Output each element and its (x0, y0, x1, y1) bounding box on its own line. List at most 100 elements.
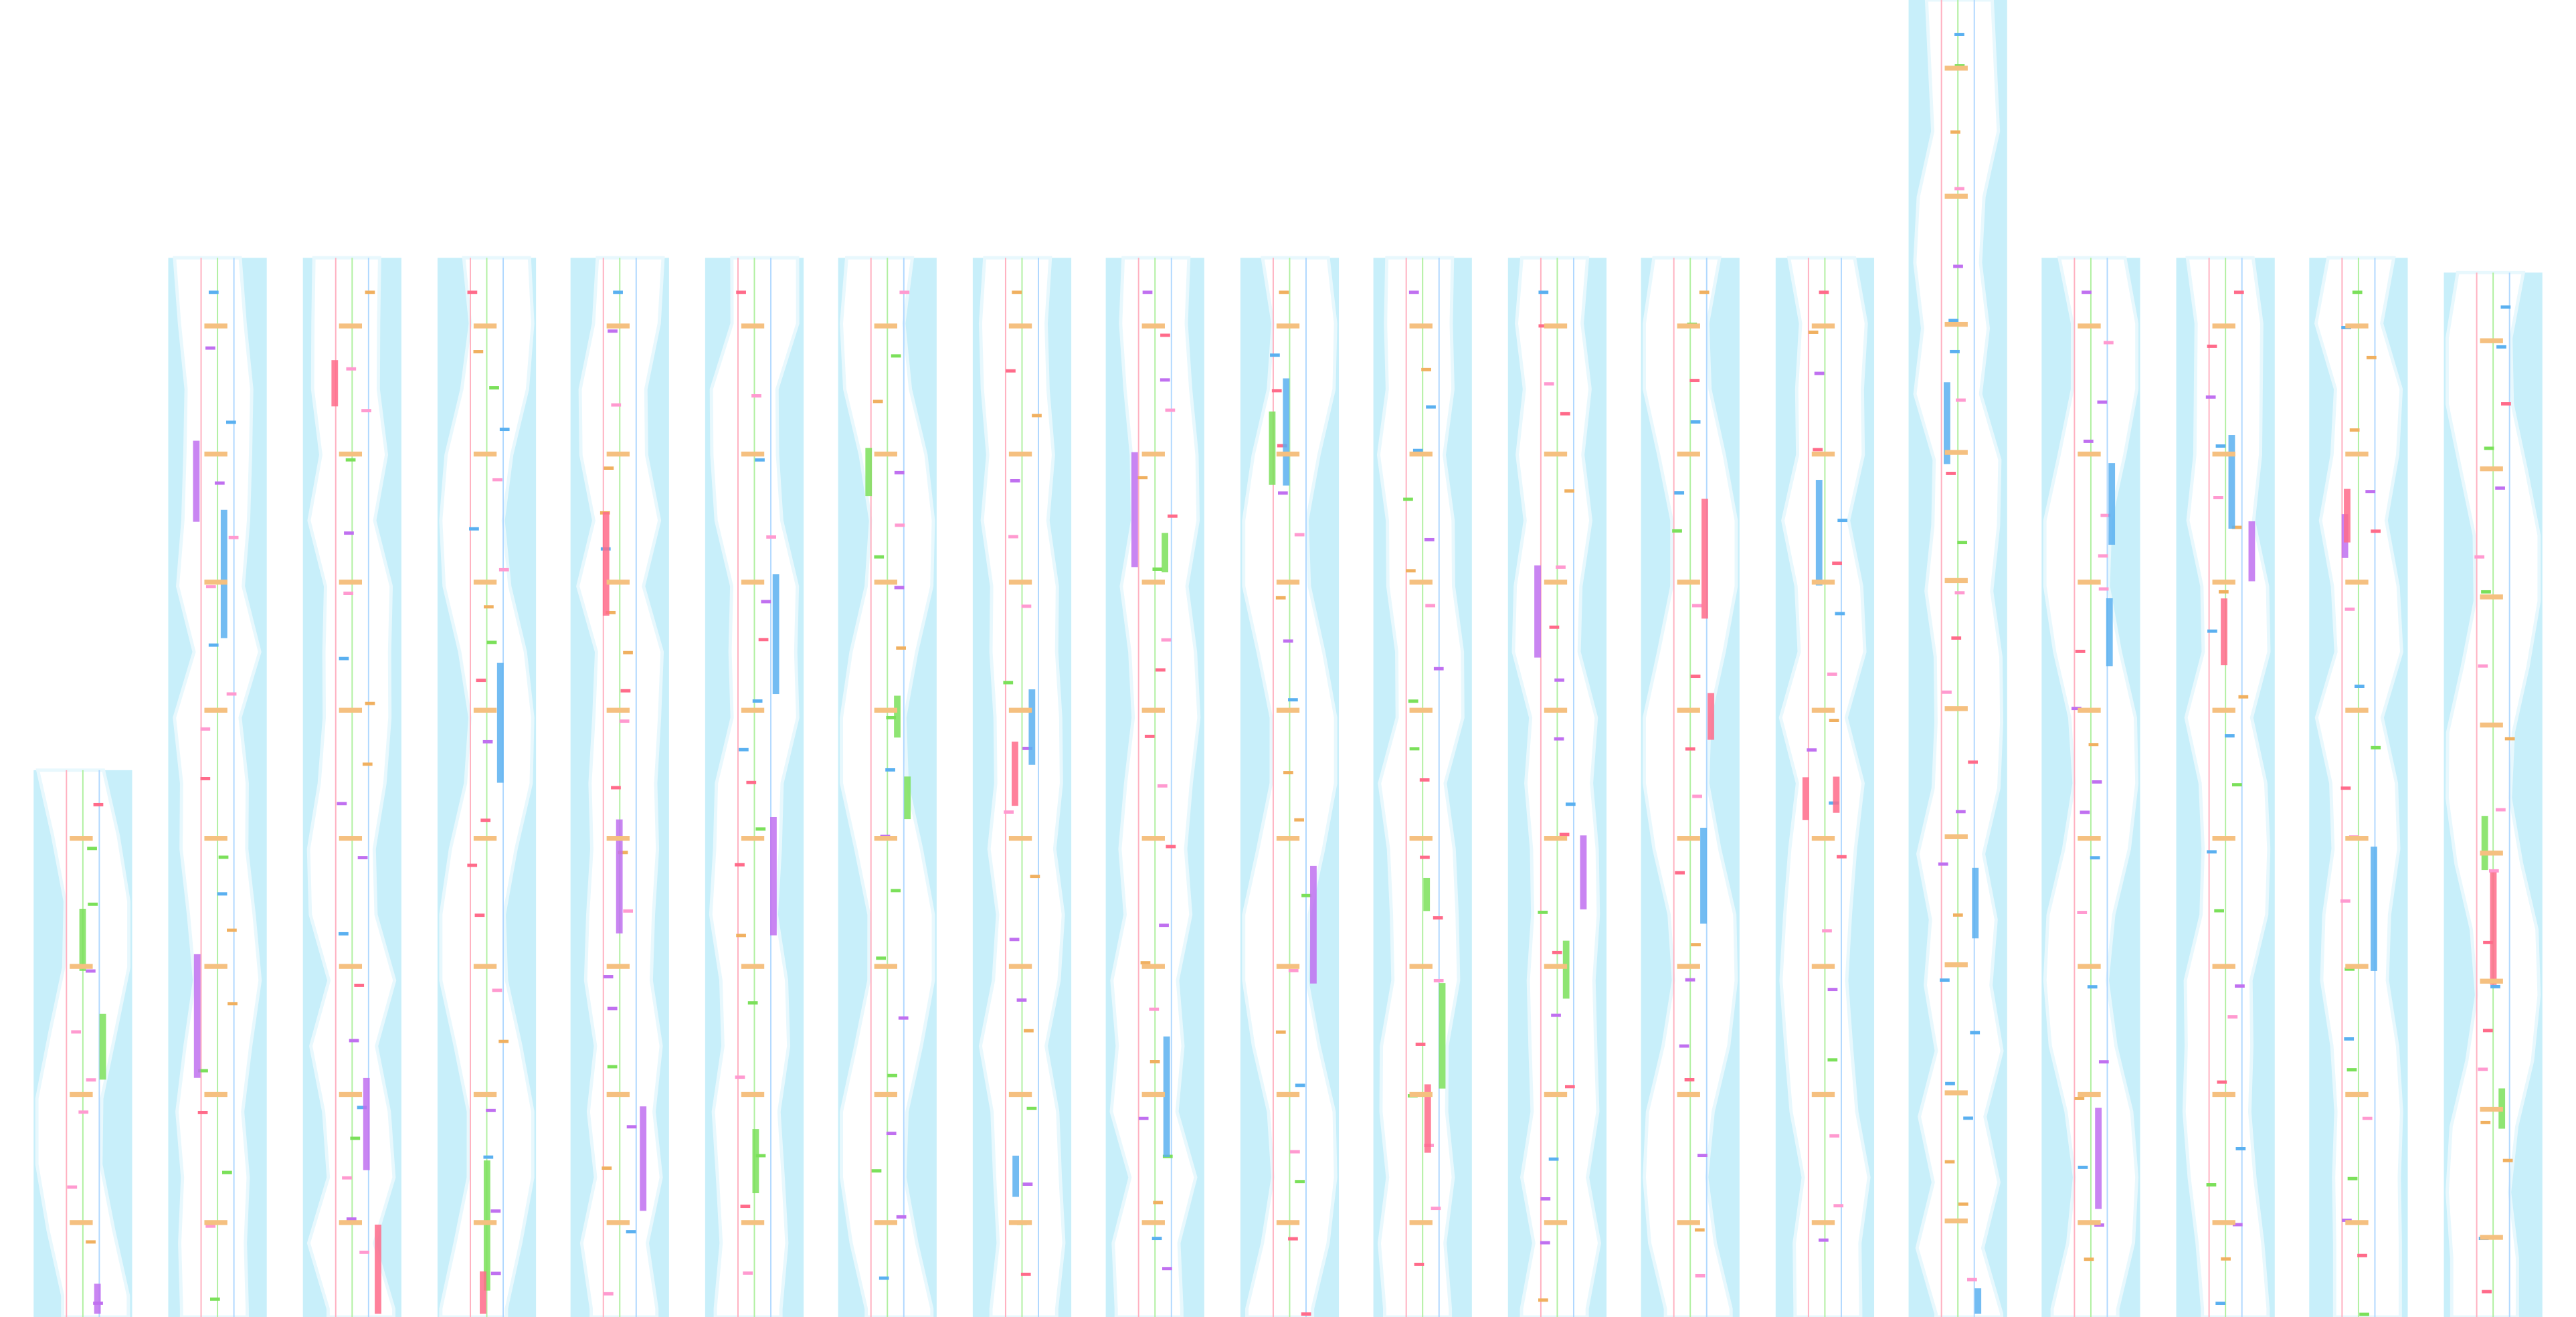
tap-note (879, 1276, 889, 1280)
hold-note (193, 440, 200, 522)
measure-marker (2078, 1091, 2101, 1098)
tap-note (1161, 638, 1172, 642)
hold-note (1944, 382, 1950, 464)
chart-column (1105, 256, 1204, 1317)
measure-marker (2078, 451, 2101, 457)
measure-marker (606, 1220, 630, 1225)
tap-note (2502, 1158, 2513, 1162)
measure-marker (1008, 836, 1032, 841)
tap-note (1288, 968, 1299, 972)
tap-note (1277, 444, 1287, 448)
tap-note (2365, 490, 2376, 494)
tap-note (225, 420, 236, 424)
tap-note (1948, 319, 1958, 323)
tap-note (872, 400, 883, 404)
hold-note (865, 448, 872, 497)
chart-column (33, 768, 132, 1317)
tap-note (1540, 1241, 1550, 1245)
measure-marker (473, 1091, 497, 1098)
measure-marker (1008, 580, 1032, 585)
measure-marker (1141, 451, 1165, 457)
chart-column (972, 256, 1072, 1317)
tap-note (1564, 1085, 1575, 1089)
tap-note (894, 470, 905, 474)
measure-marker (2212, 836, 2235, 841)
tap-note (474, 913, 485, 917)
tap-note (1951, 636, 1962, 640)
tap-note (1022, 746, 1032, 750)
tap-note (2347, 1176, 2358, 1180)
measure-marker (1008, 323, 1032, 329)
tap-note (1822, 929, 1832, 933)
tap-note (1837, 519, 1848, 523)
tap-note (1290, 1150, 1300, 1154)
tap-note (736, 934, 746, 938)
hold-note (1974, 1288, 1982, 1314)
tap-note (1294, 818, 1305, 822)
tap-note (2215, 444, 2226, 448)
tap-note (2098, 1060, 2109, 1064)
tap-note (891, 354, 901, 358)
tap-note (1692, 604, 1702, 608)
hold-note (1310, 865, 1317, 984)
tap-note (1694, 1228, 1705, 1232)
tap-note (735, 1075, 745, 1079)
tap-note (2484, 446, 2494, 450)
tap-note (758, 638, 769, 642)
tap-note (483, 1155, 494, 1159)
tap-note (205, 1224, 216, 1228)
tap-note (205, 585, 216, 589)
measure-marker (2345, 836, 2369, 841)
hold-note (1012, 741, 1018, 806)
tap-note (1950, 130, 1960, 134)
tap-note (1153, 1201, 1164, 1205)
hold-note (1972, 867, 1979, 939)
tap-note (1559, 832, 1570, 837)
tap-note (1832, 561, 1842, 565)
tap-note (1152, 1237, 1162, 1241)
hold-note (1701, 499, 1708, 619)
tap-note (896, 646, 907, 650)
tap-note (1149, 1007, 1160, 1011)
tap-note (1551, 1013, 1561, 1017)
measure-marker (1409, 964, 1433, 969)
measure-marker (2345, 1091, 2369, 1098)
tap-note (886, 1132, 897, 1136)
tap-note (2500, 305, 2511, 309)
tap-note (78, 1110, 89, 1114)
tap-note (1288, 698, 1298, 702)
tap-note (623, 909, 634, 913)
tap-note (2340, 899, 2351, 903)
tap-note (2496, 808, 2506, 812)
measure-marker (874, 707, 897, 713)
tap-note (1945, 1081, 1955, 1085)
tap-note (1160, 378, 1170, 382)
tap-note (871, 1169, 882, 1173)
tap-note (1691, 943, 1701, 947)
tap-note (227, 928, 237, 932)
chart-column (1775, 256, 1875, 1317)
tap-note (751, 394, 761, 398)
tap-note (345, 458, 356, 462)
tap-note (1275, 596, 1286, 600)
tap-note (2480, 1120, 2491, 1124)
tap-note (498, 1039, 509, 1043)
measure-marker (2480, 338, 2503, 343)
measure-marker (1944, 66, 1968, 71)
measure-marker (204, 836, 227, 841)
tap-note (1433, 916, 1443, 920)
tap-note (604, 466, 614, 470)
measure-marker (2212, 451, 2235, 457)
tap-note (766, 535, 776, 539)
measure-marker (2345, 707, 2369, 713)
hold-note (1163, 1036, 1170, 1157)
measure-marker (473, 451, 497, 457)
tap-note (1829, 1134, 1840, 1138)
measure-marker (1677, 836, 1700, 841)
tap-note (874, 555, 885, 559)
tap-note (2347, 1068, 2357, 1072)
hold-note (2108, 463, 2116, 545)
measure-marker (1811, 451, 1835, 457)
tap-note (1275, 1030, 1286, 1034)
measure-marker (874, 580, 897, 585)
